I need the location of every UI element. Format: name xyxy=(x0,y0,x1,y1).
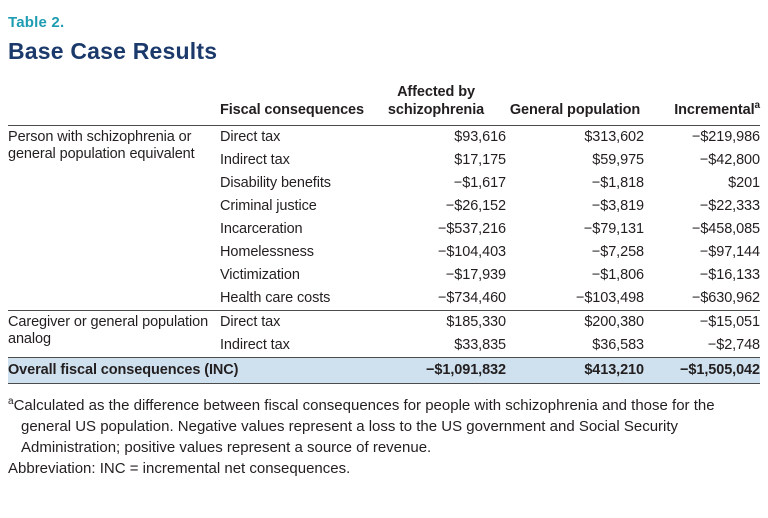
affected-value-cell: $93,616 xyxy=(454,129,506,145)
affected-value-cell: −$734,460 xyxy=(437,290,506,306)
fiscal-consequence-cell: Indirect tax xyxy=(220,337,290,353)
table-row: Indirect tax $33,835 $36,583 −$2,748 xyxy=(8,334,760,358)
col-header-general-population: General population xyxy=(506,81,644,126)
table-row: Victimization −$17,939 −$1,806 −$16,133 xyxy=(8,264,760,287)
general-value-cell: $59,975 xyxy=(592,152,644,168)
general-value-cell: −$7,258 xyxy=(591,244,644,260)
table-header: Fiscal consequences Affected by schizoph… xyxy=(8,81,760,126)
affected-value-cell: −$537,216 xyxy=(437,221,506,237)
incremental-value-cell: −$16,133 xyxy=(699,267,760,283)
table-number: Table 2. xyxy=(8,14,65,31)
table-row: Homelessness −$104,403 −$7,258 −$97,144 xyxy=(8,241,760,264)
general-value-cell: −$3,819 xyxy=(591,198,644,214)
general-value-cell: $313,602 xyxy=(584,129,644,145)
affected-value-cell: −$1,617 xyxy=(453,175,506,191)
table-row: Person with schizophrenia or general pop… xyxy=(8,126,760,162)
fiscal-consequence-cell: Direct tax xyxy=(220,129,281,145)
table-row: Indirect tax $17,175 $59,975 −$42,800 xyxy=(8,149,760,172)
col-header-fiscal-consequences: Fiscal consequences xyxy=(220,81,366,126)
affected-value-cell: $185,330 xyxy=(366,310,506,334)
affected-value-cell: −$104,403 xyxy=(437,244,506,260)
general-value-cell: $36,583 xyxy=(592,337,644,353)
fiscal-consequence-cell: Disability benefits xyxy=(220,175,331,191)
incremental-header-text: Incremental xyxy=(674,102,755,118)
total-general-value: $413,210 xyxy=(506,357,644,384)
col-header-incremental: Incrementala xyxy=(644,81,760,126)
general-value-cell: −$1,806 xyxy=(591,267,644,283)
affected-value-cell: −$17,939 xyxy=(445,267,506,283)
incremental-value-cell: −$22,333 xyxy=(699,198,760,214)
general-value-cell: −$1,818 xyxy=(591,175,644,191)
general-value-cell: −$103,498 xyxy=(575,290,644,306)
fiscal-consequence-cell: Criminal justice xyxy=(220,198,317,214)
general-value-cell: $200,380 xyxy=(506,310,644,334)
incremental-value-cell: −$15,051 xyxy=(644,310,760,334)
footnote-abbreviation: Abbreviation: INC = incremental net cons… xyxy=(8,460,351,477)
table-footnotes: aCalculated as the difference between fi… xyxy=(8,395,764,479)
row-group-label: Person with schizophrenia or general pop… xyxy=(8,129,195,162)
footnote-a: aCalculated as the difference between fi… xyxy=(8,395,764,458)
fiscal-consequence-cell: Homelessness xyxy=(220,244,314,260)
total-row: Overall fiscal consequences (INC) −$1,091… xyxy=(8,357,760,384)
incremental-value-cell: −$97,144 xyxy=(699,244,760,260)
total-incremental-value: −$1,505,042 xyxy=(644,357,760,384)
table-row: Health care costs −$734,460 −$103,498 −$630… xyxy=(8,287,760,311)
footnote-a-marker: a xyxy=(8,396,14,407)
row-group-label: Caregiver or general population analog xyxy=(8,310,220,358)
table-body: Person with schizophrenia or general pop… xyxy=(8,126,760,384)
fiscal-consequence-cell: Direct tax xyxy=(220,310,366,334)
fiscal-consequence-cell: Incarceration xyxy=(220,221,303,237)
table-row: Caregiver or general population analog Di… xyxy=(8,310,760,358)
fiscal-consequence-cell: Victimization xyxy=(220,267,300,283)
incremental-value-cell: −$458,085 xyxy=(691,221,760,237)
incremental-value-cell: −$2,748 xyxy=(707,337,760,353)
table-row: Criminal justice −$26,152 −$3,819 −$22,333 xyxy=(8,195,760,218)
fiscal-consequence-cell: Indirect tax xyxy=(220,152,290,168)
incremental-value-cell: $201 xyxy=(728,175,760,191)
incremental-footnote-marker: a xyxy=(754,100,761,112)
table-row: Incarceration −$537,216 −$79,131 −$458,085 xyxy=(8,218,760,241)
affected-value-cell: $17,175 xyxy=(454,152,506,168)
general-value-cell: −$79,131 xyxy=(583,221,644,237)
footnote-a-text: Calculated as the difference between fis… xyxy=(13,397,715,456)
incremental-value-cell: −$219,986 xyxy=(691,129,760,145)
base-case-results-table: Fiscal consequences Affected by schizoph… xyxy=(8,81,760,384)
affected-value-cell: −$26,152 xyxy=(445,198,506,214)
total-affected-value: −$1,091,832 xyxy=(366,357,506,384)
incremental-value-cell: −$630,962 xyxy=(691,290,760,306)
col-header-affected-by-schizophrenia: Affected by schizophrenia xyxy=(366,81,506,126)
table-title: Base Case Results xyxy=(8,38,218,64)
incremental-value-cell: −$42,800 xyxy=(699,152,760,168)
fiscal-consequence-cell: Health care costs xyxy=(220,290,331,306)
table-row: Disability benefits −$1,617 −$1,818 $201 xyxy=(8,172,760,195)
affected-value-cell: $33,835 xyxy=(454,337,506,353)
header-row: Fiscal consequences Affected by schizoph… xyxy=(8,81,760,126)
col-header-spacer xyxy=(8,81,220,126)
total-row-label: Overall fiscal consequences (INC) xyxy=(8,357,366,384)
